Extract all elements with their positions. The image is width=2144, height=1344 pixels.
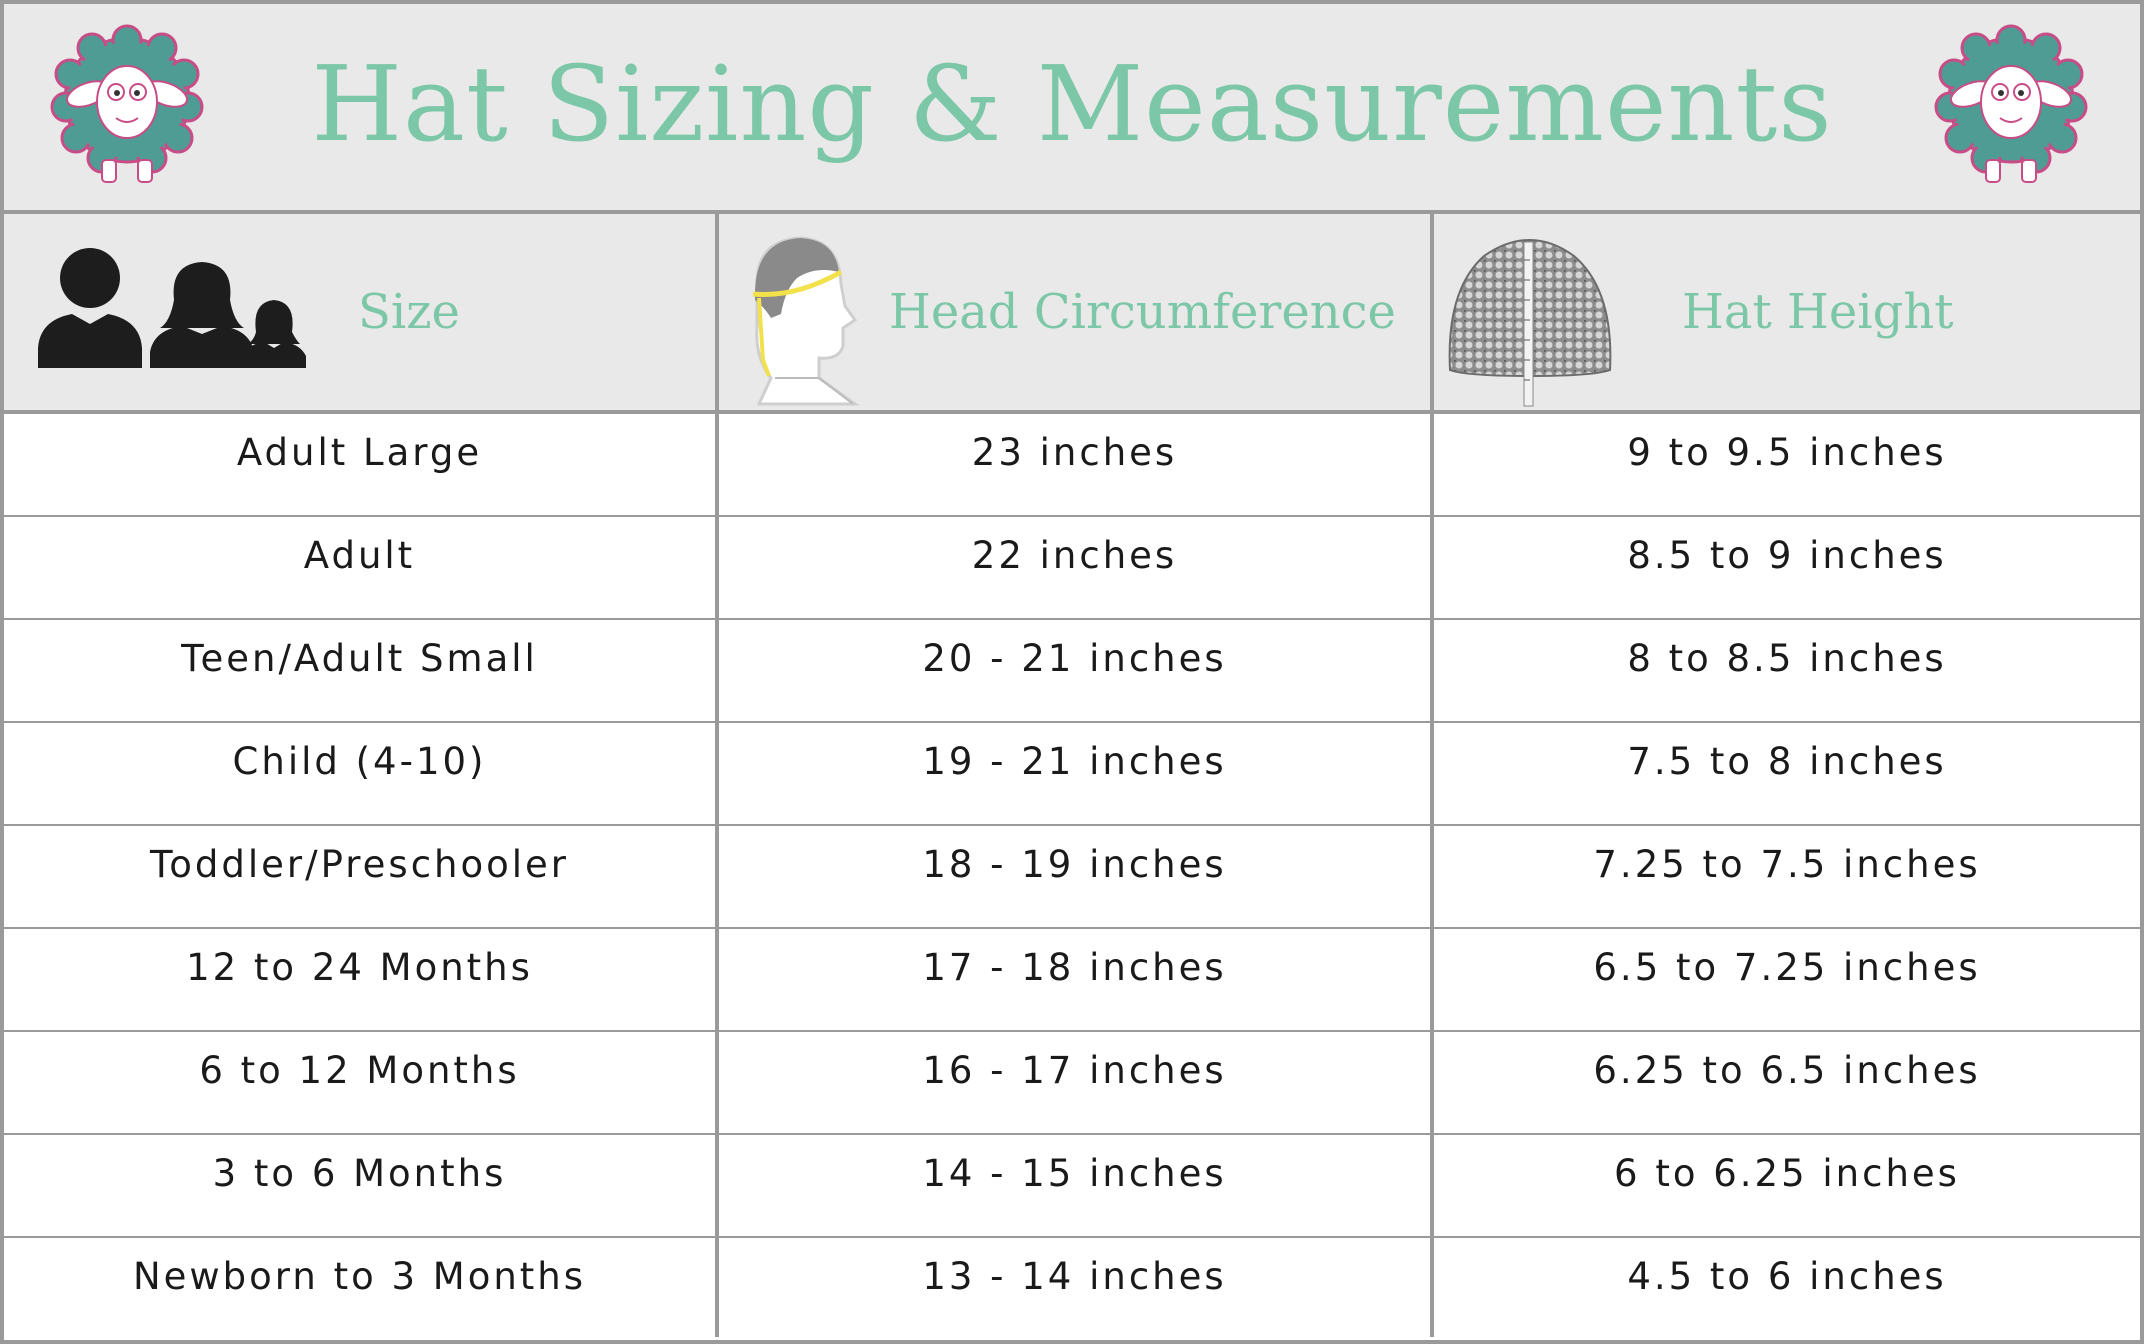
header-size-label: Size (358, 284, 460, 340)
header-hat-height-label: Hat Height (1682, 284, 1954, 340)
title-band: Hat Sizing & Measurements (4, 4, 2140, 214)
sheep-logo-icon (1934, 24, 2088, 183)
size-cell: 3 to 6 Months (4, 1135, 715, 1238)
people-silhouettes-icon (38, 248, 306, 368)
hat-height-cell: 7.25 to 7.5 inches (1434, 826, 2140, 929)
page-title: Hat Sizing & Measurements (311, 43, 1833, 165)
size-cell: Toddler/Preschooler (4, 826, 715, 929)
column-divider (715, 723, 719, 826)
sizing-table: Size Head Circumference (4, 214, 2140, 1337)
size-cell: Adult (4, 517, 715, 620)
hat-height-cell: 6.5 to 7.25 inches (1434, 929, 2140, 1032)
hat-height-cell: 6.25 to 6.5 inches (1434, 1032, 2140, 1135)
size-cell: Child (4-10) (4, 723, 715, 826)
column-divider (1430, 620, 1434, 723)
column-divider (1430, 1032, 1434, 1135)
column-divider (1430, 826, 1434, 929)
column-divider (715, 517, 719, 620)
hat-height-cell: 9 to 9.5 inches (1434, 414, 2140, 517)
head-circumference-cell: 23 inches (719, 414, 1430, 517)
column-divider (1430, 414, 1434, 517)
head-circumference-cell: 20 - 21 inches (719, 620, 1430, 723)
head-circumference-cell: 17 - 18 inches (719, 929, 1430, 1032)
header-head-circumference: Head Circumference (719, 214, 1430, 414)
size-cell: 6 to 12 Months (4, 1032, 715, 1135)
hat-height-cell: 8.5 to 9 inches (1434, 517, 2140, 620)
size-cell: 12 to 24 Months (4, 929, 715, 1032)
column-divider (715, 620, 719, 723)
hat-height-cell: 4.5 to 6 inches (1627, 1255, 1947, 1298)
column-divider (715, 1032, 719, 1135)
column-divider (715, 1135, 719, 1238)
head-measuring-tape-icon (752, 236, 860, 406)
header-size: Size (4, 214, 715, 414)
crochet-hat-icon (1448, 239, 1612, 407)
header-hat-height: Hat Height (1434, 214, 2140, 414)
column-divider (1430, 1238, 1434, 1337)
column-divider (1430, 214, 1434, 414)
size-cell: Adult Large (4, 414, 715, 517)
column-divider (715, 214, 719, 414)
head-circumference-cell: 22 inches (719, 517, 1430, 620)
column-divider (1430, 517, 1434, 620)
column-divider (715, 414, 719, 517)
size-cell: Newborn to 3 Months (132, 1255, 587, 1298)
hat-height-cell: 7.5 to 8 inches (1434, 723, 2140, 826)
column-divider (715, 1238, 719, 1337)
header-head-circumference-label: Head Circumference (889, 284, 1396, 340)
hat-height-cell: 8 to 8.5 inches (1434, 620, 2140, 723)
column-divider (1430, 723, 1434, 826)
head-circumference-cell: 19 - 21 inches (719, 723, 1430, 826)
head-circumference-cell: 16 - 17 inches (719, 1032, 1430, 1135)
column-divider (1430, 929, 1434, 1032)
column-divider (715, 826, 719, 929)
column-divider (715, 929, 719, 1032)
head-circumference-cell: 18 - 19 inches (719, 826, 1430, 929)
head-circumference-cell: 14 - 15 inches (719, 1135, 1430, 1238)
sheep-logo-icon (50, 24, 204, 183)
head-circumference-cell: 13 - 14 inches (922, 1255, 1227, 1298)
size-cell: Teen/Adult Small (4, 620, 715, 723)
hat-height-cell: 6 to 6.25 inches (1434, 1135, 2140, 1238)
column-divider (1430, 1135, 1434, 1238)
